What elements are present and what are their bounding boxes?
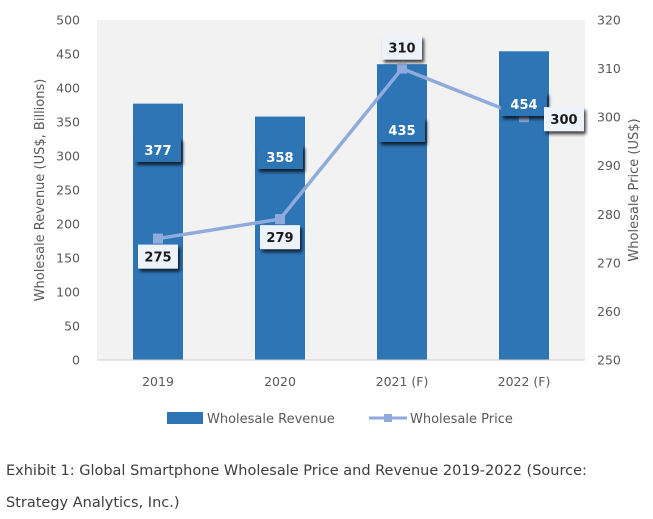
label-price-1: 279 [260, 225, 300, 250]
combo-chart: 377 358 435 454 275 279 310 300 0 50 100 150 200 250… [33, 13, 642, 428]
y2-tick-label: 270 [597, 255, 621, 270]
y-tick-label: 350 [56, 115, 80, 130]
legend-swatch-price-marker [384, 414, 392, 422]
label-revenue-0: 377 [135, 138, 181, 162]
x-tick-label: 2021 (F) [376, 374, 429, 389]
legend: Wholesale Revenue Wholesale Price [167, 412, 513, 427]
y2-axis-title: Wholesale Price (US$) [627, 118, 642, 261]
label-revenue-box-0 [135, 138, 181, 162]
y2-tick-label: 250 [597, 353, 621, 368]
label-revenue-text-2: 435 [388, 124, 415, 139]
y2-tick-label: 290 [597, 158, 621, 173]
label-price-2: 310 [382, 35, 422, 60]
legend-label-price: Wholesale Price [410, 412, 513, 427]
x-tick-label: 2019 [142, 374, 174, 389]
label-revenue-2: 435 [379, 118, 425, 142]
label-revenue-1: 358 [257, 145, 303, 169]
label-revenue-box-2 [379, 118, 425, 142]
label-revenue-3: 454 [501, 92, 547, 116]
y-tick-label: 100 [56, 285, 80, 300]
label-price-text-3: 300 [550, 113, 577, 128]
x-tick-label: 2022 (F) [498, 374, 551, 389]
y-tick-label: 250 [56, 183, 80, 198]
bar-revenue-2 [377, 64, 427, 360]
label-revenue-text-3: 454 [510, 98, 537, 113]
marker-price-2 [397, 63, 407, 74]
marker-price-1 [275, 214, 285, 225]
y2-tick-label: 300 [597, 110, 621, 125]
y2-tick-label: 320 [597, 13, 621, 28]
line-price [157, 66, 525, 241]
label-price-box-3 [544, 107, 584, 132]
label-revenue-text-0: 377 [144, 144, 171, 159]
y-tick-label: 400 [56, 81, 80, 96]
marker-price-0 [153, 233, 163, 244]
label-price-text-0: 275 [144, 251, 171, 266]
y-tick-label: 300 [56, 149, 80, 164]
label-price-0: 275 [138, 244, 178, 269]
label-price-3: 300 [544, 107, 584, 132]
legend-swatch-revenue [167, 412, 203, 424]
label-price-box-0 [138, 244, 178, 269]
label-revenue-box-3 [501, 92, 547, 116]
y-tick-label: 0 [72, 353, 80, 368]
y-tick-label: 500 [56, 13, 80, 28]
label-revenue-box-1 [257, 145, 303, 169]
figure-caption: Exhibit 1: Global Smartphone Wholesale P… [6, 463, 587, 511]
label-price-box-2 [382, 35, 422, 60]
y2-tick-label: 310 [597, 61, 621, 76]
legend-label-revenue: Wholesale Revenue [207, 412, 335, 427]
label-price-text-1: 279 [266, 231, 293, 246]
y2-tick-label: 260 [597, 304, 621, 319]
y2-tick-label: 280 [597, 207, 621, 222]
label-revenue-text-1: 358 [266, 151, 293, 166]
y-tick-label: 50 [64, 319, 80, 334]
x-tick-label: 2020 [264, 374, 296, 389]
label-price-text-2: 310 [388, 42, 415, 57]
y-tick-label: 450 [56, 47, 80, 62]
y-tick-label: 150 [56, 251, 80, 266]
y-tick-label: 200 [56, 217, 80, 232]
label-price-box-1 [260, 225, 300, 250]
marker-price-3 [519, 112, 529, 123]
y-axis-title: Wholesale Revenue (US$, Billions) [33, 79, 48, 302]
